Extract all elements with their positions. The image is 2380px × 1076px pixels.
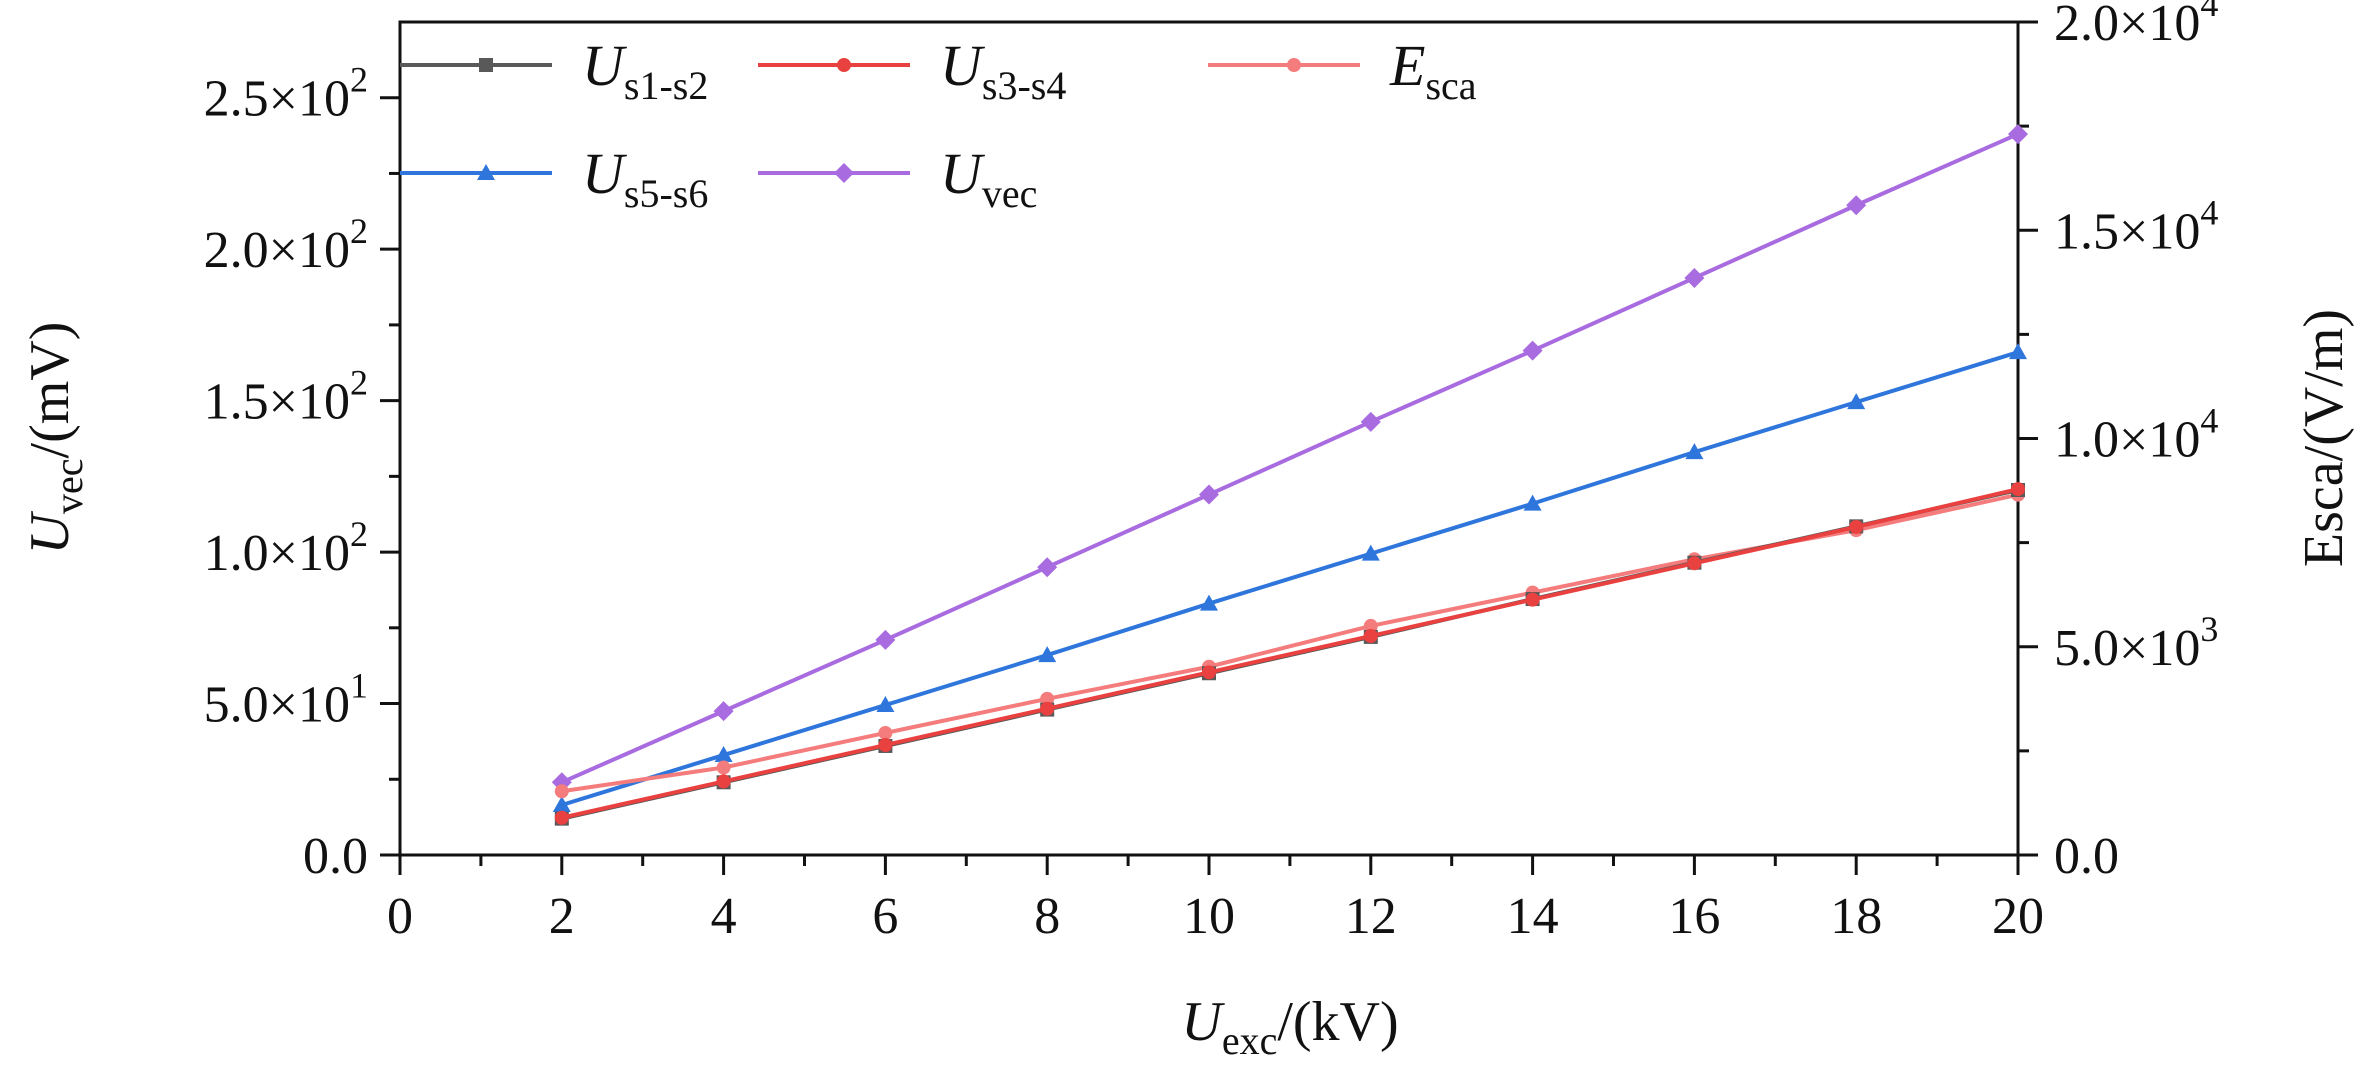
data-point-s5-s6 <box>1361 544 1380 561</box>
data-point-vec <box>1360 411 1381 432</box>
data-point-sca <box>1040 691 1055 706</box>
legend-label-s1-s2: Us1-s2 <box>582 33 708 108</box>
x-axis-label-unit: /(kV) <box>1277 991 1398 1053</box>
data-point-s3-s4 <box>1363 628 1378 643</box>
x-tick-label: 8 <box>1034 888 1060 945</box>
legend-item-vec: Uvec <box>758 141 1037 216</box>
data-point-vec <box>1846 195 1867 216</box>
legend-label-vec: Uvec <box>940 141 1037 216</box>
legend-marker-sca <box>1287 58 1301 72</box>
data-point-sca <box>1363 618 1378 633</box>
x-tick-label: 10 <box>1183 888 1235 945</box>
x-tick-label: 0 <box>387 888 413 945</box>
y-left-tick-label: 0.0 <box>303 828 368 885</box>
y-axis-left-label-unit: /(mV) <box>19 322 81 459</box>
x-tick-label: 14 <box>1507 888 1559 945</box>
data-point-s5-s6 <box>1523 494 1542 511</box>
x-axis-label: Uexc/(kV) <box>1181 991 1398 1063</box>
series-s5-s6 <box>552 343 2027 813</box>
legend-item-s1-s2: Us1-s2 <box>400 33 708 108</box>
data-point-vec <box>1199 484 1219 505</box>
series-layer <box>551 124 2028 826</box>
legend-marker-vec <box>834 163 854 183</box>
legend-marker-s3-s4 <box>837 58 851 72</box>
series-line-s3-s4 <box>561 487 2019 820</box>
x-tick-label: 4 <box>711 888 737 945</box>
legend-label-s3-s4: Us3-s4 <box>940 33 1066 108</box>
x-axis: 0 2 4 6 8 10 12 14 16 18 20 <box>387 855 2044 945</box>
data-point-s5-s6 <box>1200 594 1218 611</box>
data-point-s3-s4 <box>878 738 893 753</box>
y-left-tick-label: 5.0×101 <box>204 666 368 734</box>
data-point-sca <box>878 725 893 740</box>
x-axis-label-main: U <box>1181 991 1225 1053</box>
series-line-s5-s6 <box>561 350 2019 807</box>
data-point-sca <box>716 760 731 775</box>
y-left-tick-label: 1.0×102 <box>204 514 368 582</box>
x-tick-label: 2 <box>549 888 575 945</box>
y-axis-left-label: Uvec/(mV) <box>19 322 91 555</box>
legend-marker-s5-s6 <box>477 164 495 180</box>
data-point-s5-s6 <box>876 696 895 713</box>
x-tick-label: 12 <box>1345 888 1397 945</box>
y-right-tick-label: 0.0 <box>2054 828 2119 885</box>
series-vec <box>551 124 2028 793</box>
data-point-s3-s4 <box>1202 665 1216 680</box>
y-axis-left-label-main: U <box>19 510 81 554</box>
data-point-s5-s6 <box>2009 343 2027 360</box>
data-point-sca <box>554 784 569 799</box>
legend-item-sca: Esca <box>1208 33 1477 108</box>
data-point-s3-s4 <box>1687 556 1702 571</box>
x-tick-label: 16 <box>1668 888 1720 945</box>
legend-label-sca: Esca <box>1389 33 1477 108</box>
y-left-tick-label: 1.5×102 <box>204 363 368 431</box>
legend-item-s5-s6: Us5-s6 <box>400 141 708 216</box>
data-point-vec <box>2008 124 2028 145</box>
y-axis-left-label-sub: vec <box>46 458 91 514</box>
y-right-tick-label: 1.5×104 <box>2054 192 2218 260</box>
legend-marker-s1-s2 <box>479 58 493 72</box>
y-axis-left: 0.0 5.0×101 1.0×102 1.5×102 2.0×102 2.5×102 <box>204 60 400 885</box>
series-s3-s4 <box>554 482 2025 825</box>
data-point-s5-s6 <box>1038 646 1057 663</box>
y-axis-right: 0.0 5.0×103 1.0×104 1.5×104 2.0×104 <box>2018 0 2218 885</box>
y-left-tick-label: 2.0×102 <box>204 211 368 279</box>
data-point-s3-s4 <box>716 774 731 789</box>
data-point-s3-s4 <box>2011 482 2025 497</box>
data-point-s5-s6 <box>714 746 733 763</box>
y-right-tick-label: 1.0×104 <box>2054 401 2218 469</box>
data-point-s5-s6 <box>1847 393 1866 410</box>
y-axis-right-label: Esca/(V/m) <box>2293 309 2355 567</box>
y-right-tick-label: 5.0×103 <box>2054 609 2218 677</box>
data-point-s3-s4 <box>1525 592 1540 607</box>
data-point-s5-s6 <box>1685 443 1704 460</box>
data-point-vec <box>875 629 896 650</box>
data-point-s3-s4 <box>554 810 569 825</box>
series-line-vec <box>560 132 2019 785</box>
legend: Us1-s2 Us3-s4 Esca Us5-s6 Uvec <box>400 33 1477 216</box>
legend-label-s5-s6: Us5-s6 <box>582 141 708 216</box>
data-point-s3-s4 <box>1040 701 1055 716</box>
x-tick-label: 6 <box>872 888 898 945</box>
legend-item-s3-s4: Us3-s4 <box>758 33 1066 108</box>
data-point-vec <box>1522 340 1543 361</box>
x-axis-label-sub: exc <box>1222 1018 1278 1063</box>
x-tick-label: 18 <box>1830 888 1882 945</box>
data-point-vec <box>713 701 734 722</box>
data-point-vec <box>1684 267 1705 288</box>
y-left-tick-label: 2.5×102 <box>204 60 368 128</box>
data-point-s5-s6 <box>552 796 571 813</box>
data-point-vec <box>1037 557 1058 578</box>
data-point-s3-s4 <box>1849 519 1864 534</box>
y-right-tick-label: 2.0×104 <box>2054 0 2218 52</box>
x-tick-label: 20 <box>1992 888 2044 945</box>
